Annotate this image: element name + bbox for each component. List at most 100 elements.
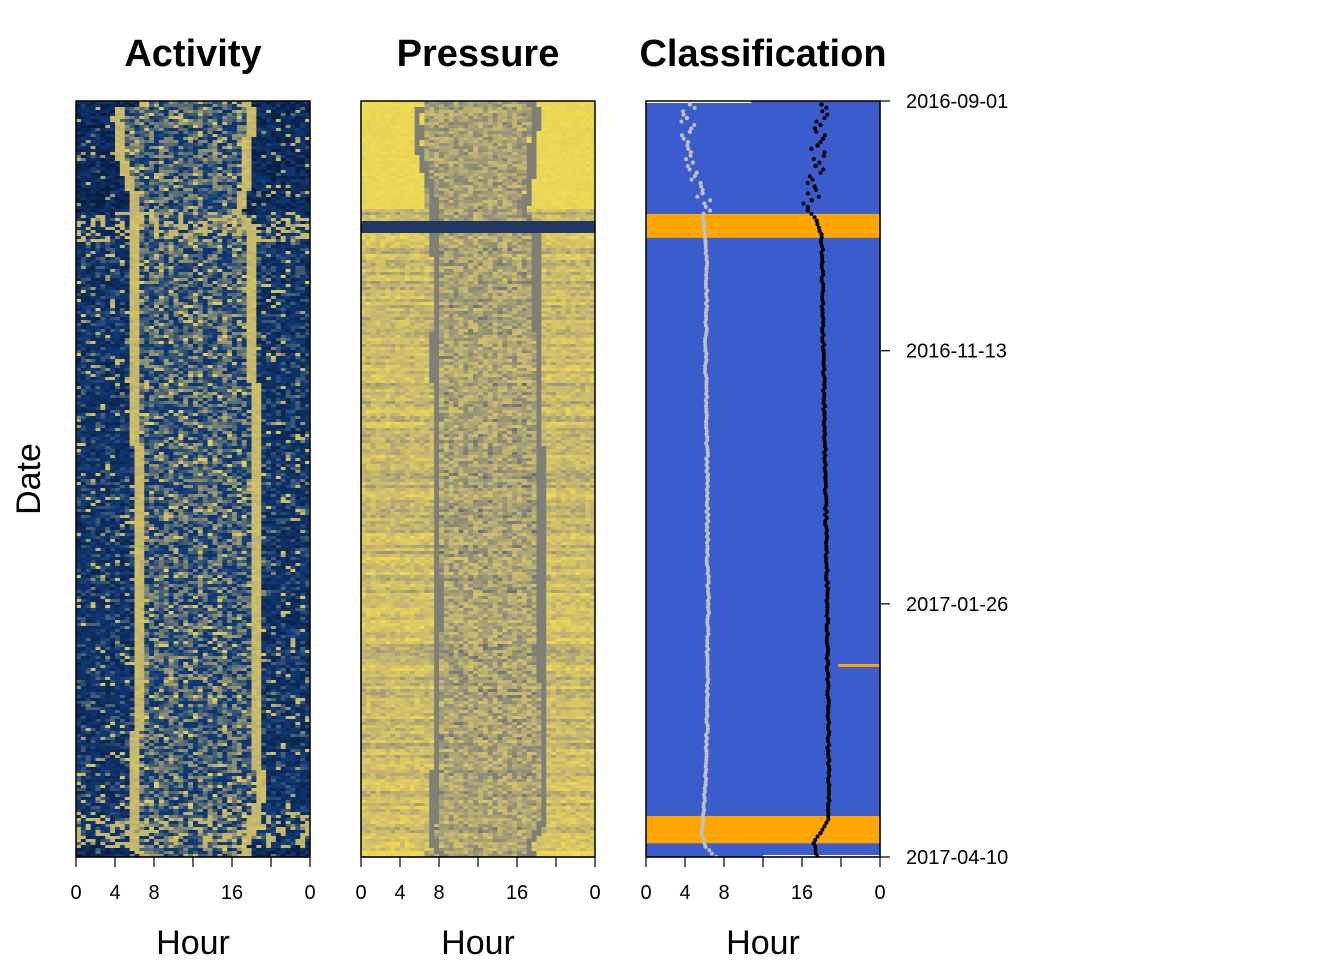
activity-cell — [251, 197, 257, 201]
activity-cell — [129, 260, 136, 264]
activity-cell — [163, 101, 170, 105]
activity-cell — [275, 359, 282, 363]
activity-cell — [266, 326, 272, 330]
activity-cell — [266, 239, 272, 243]
activity-cell — [193, 344, 199, 348]
activity-cell — [305, 401, 310, 405]
activity-cell — [232, 311, 238, 315]
activity-cell — [178, 302, 184, 306]
activity-cell — [251, 239, 257, 243]
activity-cell — [207, 161, 214, 165]
activity-cell — [280, 143, 287, 147]
activity-cell — [90, 254, 97, 258]
activity-cell — [139, 206, 145, 210]
activity-cell — [227, 182, 233, 186]
activity-cell — [305, 212, 310, 216]
activity-cell — [134, 281, 140, 285]
activity-cell — [105, 317, 111, 321]
activity-cell — [80, 191, 87, 195]
activity-cell — [251, 161, 257, 165]
activity-cell — [119, 407, 126, 411]
activity-cell — [90, 326, 97, 330]
activity-cell — [90, 308, 97, 312]
activity-cell — [300, 326, 306, 330]
activity-cell — [149, 398, 155, 402]
activity-cell — [305, 197, 310, 201]
activity-cell — [100, 233, 106, 237]
activity-cell — [154, 143, 160, 147]
activity-cell — [197, 335, 204, 339]
activity-cell — [193, 104, 199, 108]
activity-cell — [261, 137, 267, 141]
activity-cell — [149, 221, 155, 225]
activity-cell — [115, 191, 121, 195]
activity-cell — [129, 185, 136, 189]
activity-cell — [295, 101, 301, 105]
activity-cell — [85, 368, 92, 372]
activity-cell — [154, 200, 160, 204]
activity-cell — [90, 386, 97, 390]
activity-cell — [115, 140, 121, 144]
activity-cell — [236, 341, 243, 345]
activity-cell — [193, 113, 199, 117]
activity-cell — [241, 383, 248, 387]
activity-cell — [217, 212, 223, 216]
activity-cell — [202, 326, 209, 330]
activity-cell — [280, 344, 287, 348]
activity-cell — [115, 221, 121, 225]
activity-cell — [280, 173, 287, 177]
activity-cell — [236, 143, 243, 147]
activity-cell — [261, 227, 267, 231]
activity-cell — [168, 215, 175, 219]
activity-cell — [280, 254, 287, 258]
activity-cell — [144, 347, 150, 351]
activity-cell — [188, 353, 194, 357]
activity-cell — [280, 209, 287, 213]
activity-cell — [193, 398, 199, 402]
activity-cell — [158, 290, 165, 294]
activity-cell — [173, 203, 179, 207]
activity-cell — [105, 236, 111, 240]
activity-cell — [110, 161, 116, 165]
activity-cell — [139, 116, 145, 120]
activity-cell — [110, 386, 116, 390]
activity-cell — [290, 335, 296, 339]
activity-cell — [115, 383, 121, 387]
activity-cell — [202, 248, 209, 252]
activity-cell — [236, 230, 243, 234]
activity-cell — [197, 179, 204, 183]
activity-cell — [232, 275, 238, 279]
activity-cell — [290, 164, 296, 168]
activity-cell — [144, 185, 150, 189]
activity-cell — [134, 323, 140, 327]
activity-cell — [256, 233, 262, 237]
activity-cell — [76, 158, 82, 162]
activity-cell — [212, 200, 218, 204]
activity-cell — [183, 236, 189, 240]
activity-cell — [173, 347, 179, 351]
activity-cell — [271, 392, 277, 396]
activity-cell — [188, 236, 194, 240]
activity-cell — [80, 179, 87, 183]
activity-cell — [236, 194, 243, 198]
activity-cell — [76, 407, 82, 411]
activity-cell — [178, 371, 184, 375]
activity-cell — [154, 368, 160, 372]
activity-cell — [295, 197, 301, 201]
activity-cell — [119, 362, 126, 366]
activity-cell — [290, 410, 296, 414]
activity-cell — [80, 314, 87, 318]
activity-cell — [256, 260, 262, 264]
activity-cell — [193, 188, 199, 192]
activity-cell — [149, 404, 155, 408]
activity-cell — [154, 212, 160, 216]
activity-cell — [188, 290, 194, 294]
activity-cell — [163, 380, 170, 384]
activity-cell — [227, 263, 233, 267]
activity-cell — [129, 251, 136, 255]
activity-cell — [202, 239, 209, 243]
activity-cell — [119, 347, 126, 351]
activity-cell — [251, 347, 257, 351]
activity-cell — [110, 389, 116, 393]
activity-cell — [305, 125, 310, 129]
